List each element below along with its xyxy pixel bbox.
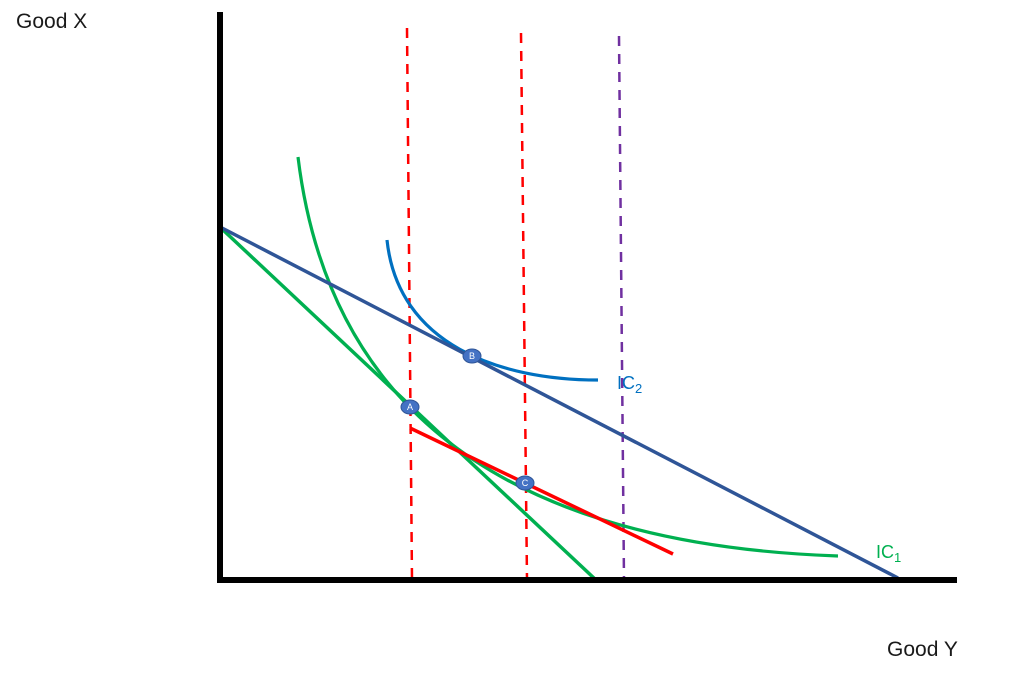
point-b: B xyxy=(462,348,482,364)
point-c: C xyxy=(515,475,535,491)
dashed-line-c xyxy=(519,32,529,581)
ic2-curve xyxy=(385,239,599,382)
x-axis-label: Good Y xyxy=(887,638,958,661)
ic2-label: IC2 xyxy=(617,373,642,396)
ic1-curve xyxy=(296,156,839,558)
compensated-budget-line xyxy=(409,426,674,556)
point-a-label: A xyxy=(407,402,413,412)
dashed-line-purple xyxy=(617,35,626,581)
point-a: A xyxy=(400,399,420,415)
y-axis-label: Good X xyxy=(16,10,88,33)
point-c-label: C xyxy=(522,478,529,488)
ic1-label: IC1 xyxy=(876,542,901,565)
budget-line xyxy=(221,226,899,580)
point-b-label: B xyxy=(469,351,475,361)
